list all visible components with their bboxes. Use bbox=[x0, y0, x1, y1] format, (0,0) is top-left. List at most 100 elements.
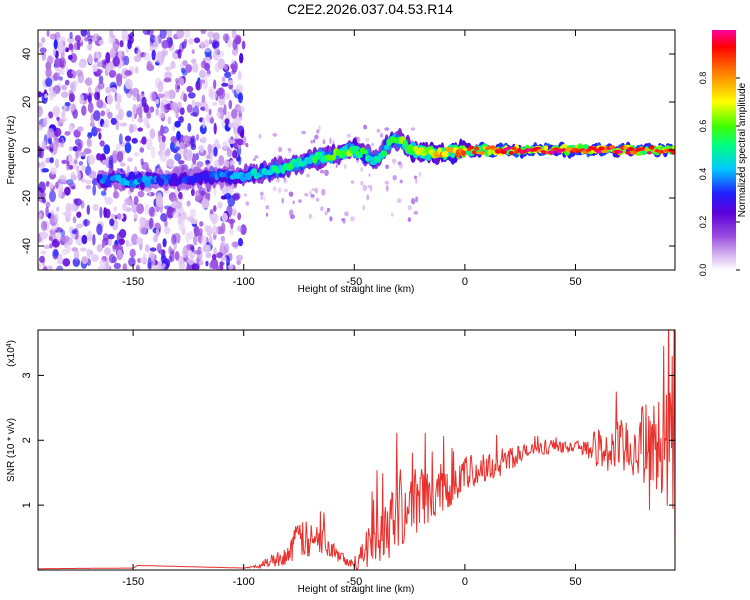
spectrogram-noise-cell bbox=[96, 223, 103, 236]
x-tick-label: 50 bbox=[569, 276, 581, 288]
snr-frame bbox=[37, 329, 676, 571]
spectrogram-noise-cell bbox=[344, 211, 349, 217]
spectrogram-noise-cell bbox=[170, 136, 177, 143]
spectrogram-noise-cell bbox=[110, 117, 117, 125]
spectrogram-noise-cell bbox=[124, 78, 133, 90]
figure-title: C2E2.2026.037.04.53.R14 bbox=[287, 1, 453, 17]
spectrogram-noise-cell bbox=[53, 39, 58, 50]
spectrogram-noise-cell bbox=[108, 69, 117, 78]
spectrogram-ridge-cell bbox=[670, 150, 675, 155]
spectrogram-noise-cell bbox=[322, 139, 326, 145]
spectrogram-noise-cell bbox=[80, 30, 88, 37]
spectrogram-noise-cell bbox=[55, 181, 59, 189]
snr-scale-prefix: (x10 bbox=[6, 347, 17, 367]
spectrogram-noise-cell bbox=[81, 105, 87, 116]
spectrogram-noise-cell bbox=[59, 186, 62, 199]
spectrogram-noise-cell bbox=[38, 145, 42, 157]
spectrogram-noise-cell bbox=[236, 225, 243, 232]
spectrogram-noise-cell bbox=[80, 178, 86, 183]
spectrogram-noise-cell bbox=[178, 116, 184, 123]
spectrogram-noise-cell bbox=[309, 190, 312, 196]
spectrogram-noise-cell bbox=[91, 37, 98, 42]
spectrogram-noise-cell bbox=[68, 124, 74, 133]
spectrogram-noise-cell bbox=[53, 250, 59, 258]
spectrogram-noise-cell bbox=[48, 182, 54, 189]
spectrogram-noise-cell bbox=[86, 30, 91, 38]
spectrogram-noise-cell bbox=[40, 220, 48, 231]
spectrogram-noise-cell bbox=[87, 230, 93, 242]
spectrogram-ridge-cell bbox=[383, 144, 390, 151]
spectrogram-noise-cell bbox=[40, 160, 46, 167]
spectrogram-noise-cell bbox=[107, 233, 115, 240]
spectrogram-noise-cell bbox=[185, 232, 191, 243]
spectrogram-noise-cell bbox=[209, 117, 215, 124]
spectrogram-noise-cell bbox=[235, 254, 244, 261]
spectrogram-noise-cell bbox=[254, 155, 259, 159]
spectrogram-noise-cell bbox=[335, 164, 338, 168]
spectrogram-noise-cell bbox=[219, 260, 224, 270]
spectrogram-noise-cell bbox=[50, 167, 57, 175]
spectrogram-noise-cell bbox=[205, 244, 212, 253]
spectrogram-noise-cell bbox=[174, 153, 182, 162]
spectrogram-noise-cell bbox=[43, 265, 48, 270]
spectrogram-noise-cell bbox=[202, 117, 206, 129]
spectrogram-noise-cell bbox=[200, 106, 206, 111]
spectrogram-noise-cell bbox=[111, 43, 119, 50]
spectrogram-noise-cell bbox=[226, 204, 233, 217]
spectrogram-noise-cell bbox=[252, 157, 256, 162]
spectrogram-noise-cell bbox=[217, 201, 223, 209]
spectrogram-noise-cell bbox=[190, 143, 197, 151]
spectrogram-noise-cell bbox=[78, 60, 86, 68]
spectrogram-noise-cell bbox=[125, 200, 134, 206]
spectrogram-noise-cell bbox=[143, 104, 150, 113]
spectrogram-noise-cell bbox=[149, 128, 156, 139]
spectrogram-noise-cell bbox=[72, 108, 78, 119]
spectrogram-noise-cell bbox=[124, 70, 133, 76]
spectrogram-noise-cell bbox=[76, 211, 82, 218]
spectrogram-noise-cell bbox=[84, 218, 88, 227]
spectrogram-noise-cell bbox=[167, 116, 172, 125]
spectrogram-ridge-cell bbox=[250, 168, 258, 176]
spectrogram-noise-cell bbox=[104, 208, 111, 219]
snr-x-ticks: -150 -100 -50 0 50 bbox=[122, 330, 582, 588]
spectrogram-noise-cell bbox=[324, 211, 328, 216]
spectrogram-noise-cell bbox=[176, 30, 185, 39]
spectrogram-noise-cell bbox=[103, 144, 111, 155]
spectrogram-noise-cell bbox=[162, 263, 166, 268]
spectrogram-noise-cell bbox=[365, 137, 370, 142]
spectrogram-noise-cell bbox=[49, 147, 54, 152]
spectrogram-noise-cell bbox=[68, 146, 75, 152]
spectrogram-noise-cell bbox=[313, 138, 316, 144]
spectrogram-noise-cell bbox=[93, 110, 101, 122]
spectrogram-noise-cell bbox=[236, 138, 244, 146]
spectrogram-noise-cell bbox=[64, 131, 71, 136]
spectrogram-ridge-cell bbox=[600, 149, 608, 153]
spectrogram-noise-cell bbox=[234, 133, 240, 138]
spectrogram-noise-cell bbox=[148, 190, 152, 197]
spectrogram-noise-cell bbox=[214, 47, 220, 56]
spectrogram-noise-cell bbox=[78, 161, 84, 166]
spectrogram-noise-cell bbox=[239, 130, 245, 139]
spectrogram-noise-cell bbox=[369, 184, 373, 192]
spectrogram-noise-cell bbox=[220, 235, 225, 242]
spectrogram-noise-cell bbox=[176, 130, 181, 141]
spectrogram-noise-cell bbox=[346, 133, 351, 138]
spectrogram-noise-cell bbox=[161, 135, 166, 143]
spectrogram-noise-cell bbox=[151, 49, 156, 61]
spectrogram-noise-cell bbox=[54, 158, 60, 169]
spectrogram-noise-cell bbox=[245, 143, 249, 148]
spectrogram-noise-cell bbox=[49, 33, 57, 40]
spectrogram-noise-cell bbox=[203, 47, 212, 53]
spectrogram-noise-cell bbox=[119, 40, 124, 48]
spectrogram-noise-cell bbox=[162, 238, 167, 248]
spectrogram-noise-cell bbox=[56, 206, 60, 212]
spectrogram-noise-cell bbox=[164, 71, 173, 80]
spectrogram-noise-cell bbox=[64, 102, 71, 107]
spectrogram-noise-cell bbox=[38, 105, 43, 117]
spectrogram-noise-cell bbox=[66, 210, 72, 218]
spectrogram-noise-cell bbox=[49, 157, 54, 164]
spectrogram-noise-cell bbox=[158, 249, 166, 255]
spectrogram-noise-cell bbox=[47, 265, 53, 270]
spectrogram-noise-cell bbox=[108, 253, 116, 264]
spectrogram-noise-cell bbox=[149, 247, 157, 252]
